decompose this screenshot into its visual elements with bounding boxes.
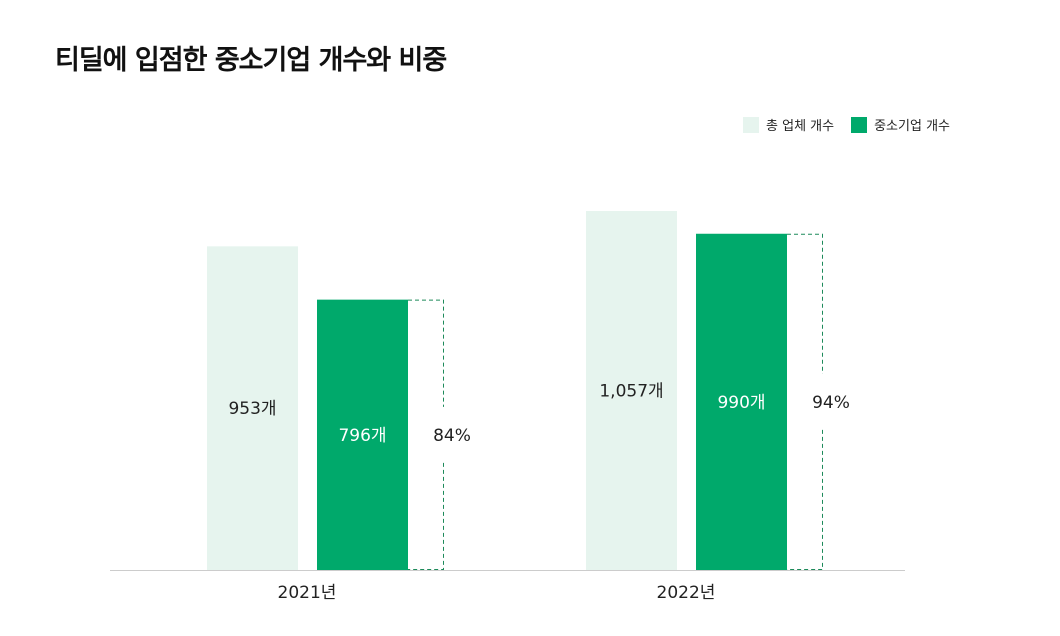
legend: 총 업체 개수 중소기업 개수: [726, 115, 950, 134]
chart-title: 티딜에 입점한 중소기업 개수와 비중: [55, 45, 447, 76]
x-tick-label: 2022년: [657, 583, 716, 603]
bar-label: 990개: [717, 393, 765, 413]
legend-swatch-sme: [851, 116, 868, 133]
ratio-label: 84%: [433, 426, 471, 446]
legend-label-total: 총 업체 개수: [766, 119, 835, 134]
x-tick-label: 2021년: [278, 583, 337, 603]
bar-label: 796개: [338, 426, 386, 446]
bar-label: 1,057개: [599, 382, 663, 402]
bar-sme-1: [696, 233, 787, 570]
legend-swatch-total: [743, 116, 760, 133]
bar-total-0: [207, 246, 298, 570]
bar-total-1: [586, 211, 677, 570]
bar-label: 953개: [228, 399, 276, 419]
ratio-bracket: [408, 299, 444, 570]
bar-sme-0: [317, 299, 408, 570]
legend-item-total: 총 업체 개수: [743, 115, 834, 134]
legend-label-sme: 중소기업 개수: [874, 119, 950, 134]
ratio-bracket: [787, 233, 823, 570]
ratio-label: 94%: [812, 393, 850, 413]
legend-item-sme: 중소기업 개수: [851, 115, 950, 134]
